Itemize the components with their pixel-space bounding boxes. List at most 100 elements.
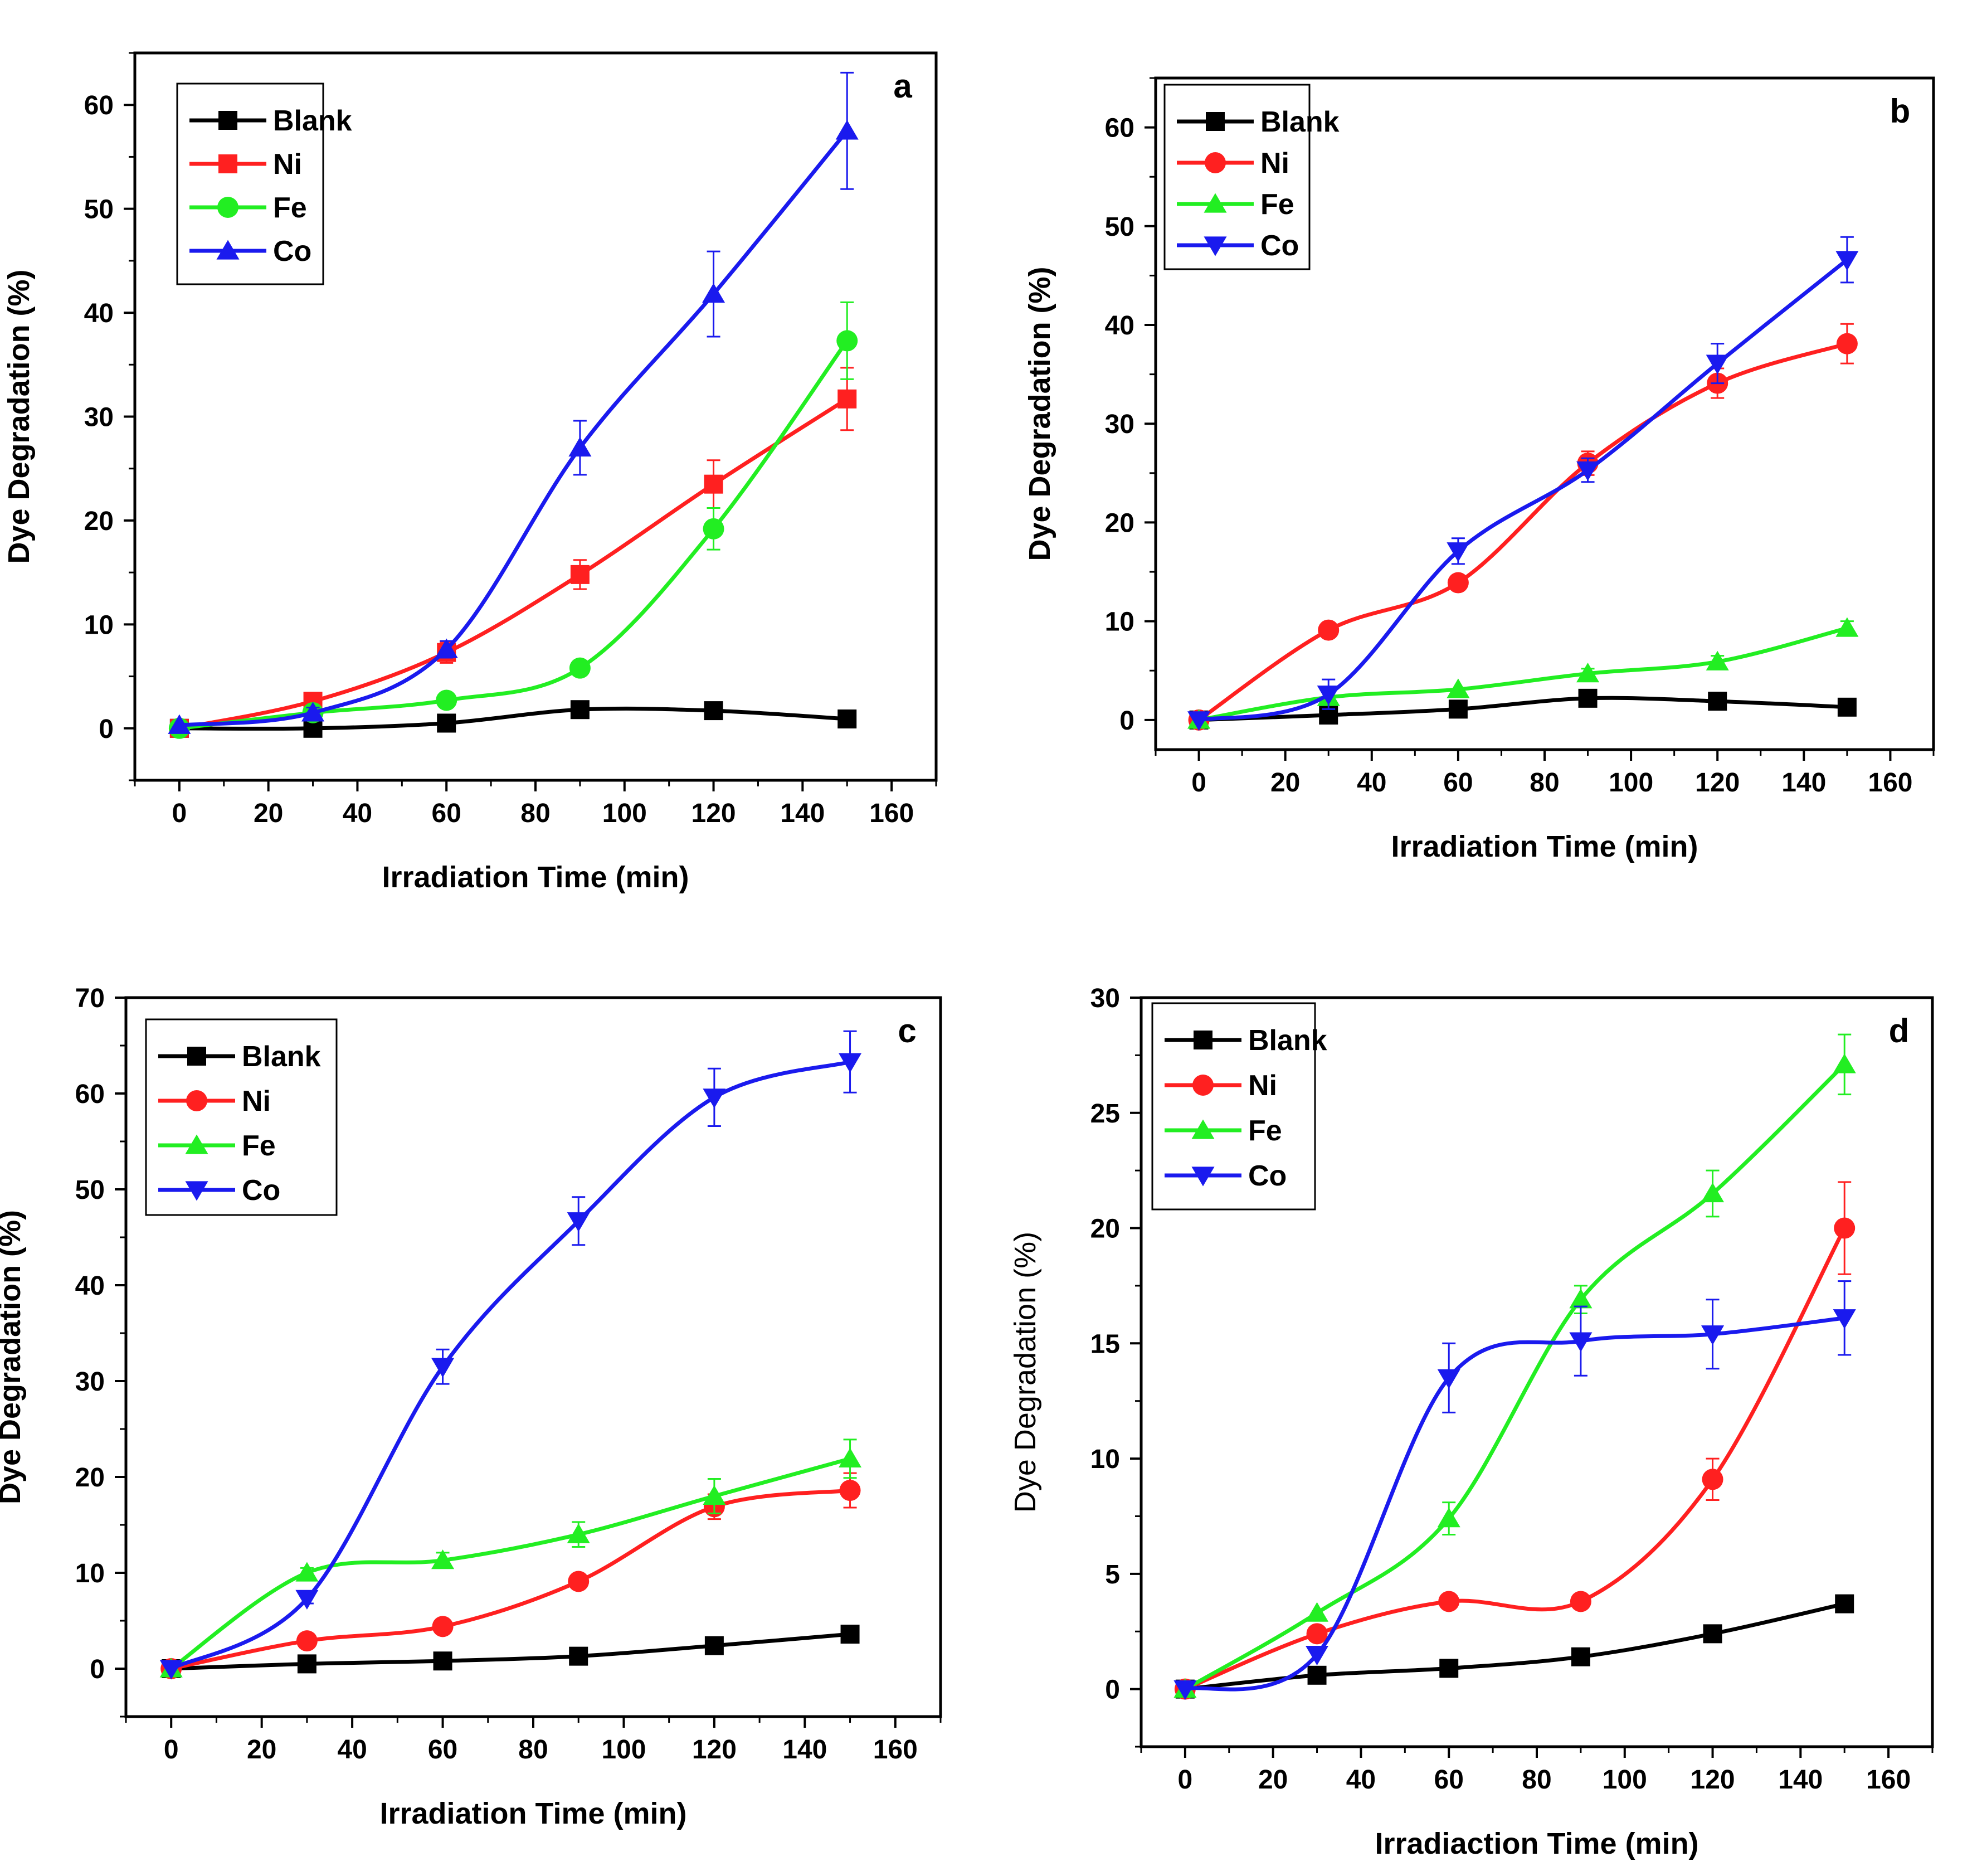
x-tick-label: 120 [1695,768,1740,798]
legend-label: Fe [242,1130,276,1162]
y-tick-label: 30 [1105,410,1134,439]
data-point [431,1358,455,1378]
series-line [171,1488,851,1671]
data-point [704,474,723,494]
series-line [171,1632,850,1671]
legend-label: Fe [1248,1115,1282,1147]
y-tick-label: 20 [84,507,114,536]
data-point [301,702,325,722]
data-point [1702,1469,1723,1490]
x-tick-label: 20 [254,799,283,828]
x-tick-label: 60 [432,799,461,828]
data-point [1437,1369,1460,1389]
y-tick-label: 10 [1090,1445,1120,1474]
data-point [1569,1332,1593,1352]
x-tick-label: 80 [1530,768,1559,798]
data-point [1835,617,1859,637]
data-point [1187,711,1211,731]
legend-marker [186,1090,207,1111]
legend: Blank Ni Fe Co [145,1018,338,1216]
x-tick-label: 0 [172,799,187,828]
legend-marker [1204,193,1227,213]
x-tick-label: 20 [1258,1765,1288,1795]
x-tick-label: 40 [343,799,372,828]
data-point [159,1660,183,1680]
y-tick-label: 50 [84,195,114,225]
x-tick-label: 100 [602,799,647,828]
series-line [170,1456,851,1670]
data-point [1439,1659,1459,1678]
data-point [432,1616,454,1637]
series-co [1173,1280,1856,1700]
legend-marker [185,1134,208,1154]
series-line [1198,258,1849,722]
chart-panel-d: 0 20 40 60 80 100 120 140 160 0 5 10 15 20 25 30 Irradia… [1009,984,1934,1860]
legend: Blank Ni Fe Co [1163,84,1340,270]
series-co [159,1030,862,1680]
series-line [1197,342,1848,722]
x-tick-label: 80 [520,799,550,828]
data-point [704,701,723,721]
legend: Blank Ni Fe Co [176,82,352,285]
data-point [295,1590,319,1610]
x-tick-label: 80 [518,1735,548,1765]
data-point [1837,697,1857,717]
legend-label: Blank [273,105,352,137]
legend-marker [185,1181,208,1201]
data-point [1833,1309,1856,1329]
data-point [702,283,725,303]
data-point [1306,1623,1328,1645]
y-tick-label: 10 [1105,607,1134,637]
x-tick-label: 40 [1346,1765,1376,1795]
series-ni [1188,323,1858,731]
data-point [570,565,590,584]
data-point [703,1485,726,1505]
data-point [1569,1289,1593,1309]
legend-label: Ni [1248,1070,1277,1102]
series-line [179,706,848,731]
y-tick-label: 10 [75,1559,105,1588]
data-point [568,436,592,457]
y-axis-title: Dye Degradation (%) [0,1210,27,1504]
data-point [837,389,857,409]
data-point [567,1212,590,1232]
data-point [1317,686,1340,706]
y-tick-label: 50 [1105,212,1134,242]
chart-panel-b: 0 20 40 60 80 100 120 140 160 0 10 20 30 40 50 60 Irradi… [1023,76,1935,863]
panel-label: a [893,67,912,105]
legend-marker [1206,112,1225,131]
legend-label: Co [273,235,311,268]
data-point [297,1654,316,1674]
data-point [1447,542,1470,562]
data-point [1835,1594,1854,1613]
legend-label: Ni [1260,147,1289,179]
legend-box [1163,84,1311,270]
data-point [1834,1217,1856,1239]
y-tick-label: 30 [84,403,114,432]
data-point [703,1088,726,1109]
x-tick-label: 160 [1866,1765,1911,1795]
x-axis-title: Irradiation Time (min) [1391,830,1698,863]
data-point [1438,1591,1460,1612]
series-line [179,339,849,731]
y-axis-title: Dye Degradation (%) [1023,266,1056,561]
x-tick-label: 0 [164,1735,179,1765]
data-point [1836,333,1858,354]
data-point [1571,1647,1590,1666]
data-point [840,1625,860,1644]
legend-label: Co [242,1174,280,1207]
x-tick-label: 100 [1609,768,1653,798]
panel-label: c [898,1012,916,1049]
data-point [570,700,590,720]
legend-marker [216,240,240,260]
data-point [1708,692,1727,711]
x-tick-label: 20 [1270,768,1300,798]
legend-label: Co [1248,1160,1287,1192]
y-tick-label: 20 [1090,1214,1120,1244]
x-tick-label: 140 [780,799,825,828]
x-tick-label: 160 [869,799,914,828]
data-point [1701,1325,1725,1345]
x-tick-label: 60 [428,1735,457,1765]
panel-label: b [1890,93,1911,130]
legend-label: Fe [1260,188,1294,221]
